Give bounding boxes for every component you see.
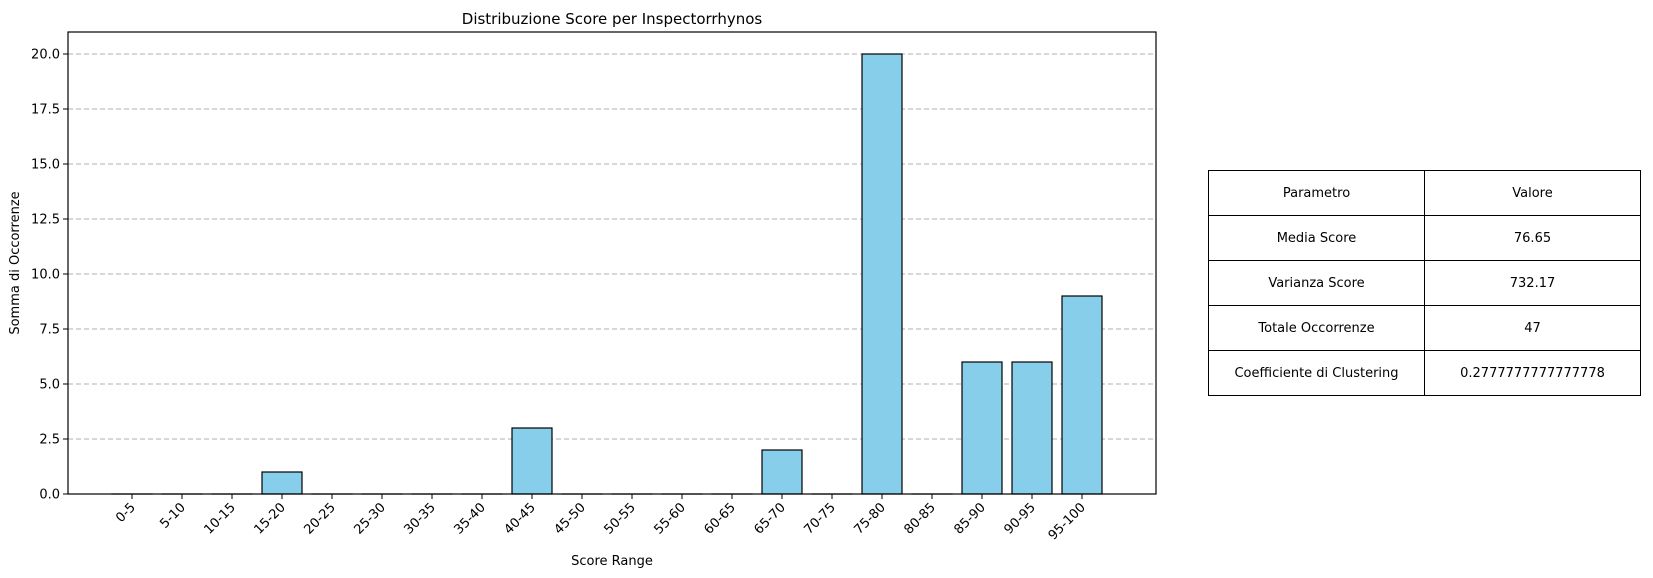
chart-title: Distribuzione Score per Inspectorrhynos xyxy=(462,10,763,28)
x-tick-label: 40-45 xyxy=(502,500,539,537)
table-cell: 732.17 xyxy=(1424,260,1641,306)
x-tick-label: 25-30 xyxy=(352,500,389,537)
y-tick-label: 0.0 xyxy=(39,488,60,503)
x-tick-label: 20-25 xyxy=(302,500,339,537)
x-tick-label: 0-5 xyxy=(113,500,139,526)
x-axis-ticks: 0-5 5-10 10-15 15-20 20-25 25-30 30-35 35-40 40-… xyxy=(113,494,1089,543)
x-tick-label: 35-40 xyxy=(452,500,489,537)
x-tick-label: 45-50 xyxy=(552,500,589,537)
x-tick-label: 65-70 xyxy=(752,500,789,537)
table-cell: 76.65 xyxy=(1424,215,1641,261)
table-cell: Coefficiente di Clustering xyxy=(1208,350,1425,396)
x-tick-label: 90-95 xyxy=(1002,500,1039,537)
x-tick-label: 80-85 xyxy=(902,500,939,537)
x-tick-label: 85-90 xyxy=(952,500,989,537)
x-tick-label: 60-65 xyxy=(702,500,739,537)
bars xyxy=(111,53,1103,495)
table-cell: 47 xyxy=(1424,305,1641,351)
bar-90-95 xyxy=(1011,361,1053,495)
y-tick-label: 15.0 xyxy=(31,158,60,173)
bar-85-90 xyxy=(961,361,1003,495)
x-tick-label: 55-60 xyxy=(652,500,689,537)
x-tick-label: 70-75 xyxy=(802,500,839,537)
x-tick-label: 5-10 xyxy=(157,500,188,531)
bar-75-80 xyxy=(861,53,903,495)
table-cell: Totale Occorrenze xyxy=(1208,305,1425,351)
x-tick-label: 30-35 xyxy=(402,500,439,537)
bar-chart: Distribuzione Score per Inspectorrhynos … xyxy=(8,10,1157,569)
table-cell: Media Score xyxy=(1208,215,1425,261)
table-cell: 0.2777777777777778 xyxy=(1424,350,1641,396)
y-tick-label: 2.5 xyxy=(39,433,60,448)
table-row: Totale Occorrenze 47 xyxy=(1208,305,1641,351)
x-tick-label: 95-100 xyxy=(1046,500,1089,543)
bar-65-70 xyxy=(761,449,803,495)
y-tick-label: 12.5 xyxy=(31,213,60,228)
y-axis-label: Somma di Occorrenze xyxy=(8,191,23,334)
bar-95-100 xyxy=(1061,295,1103,495)
table-row: Media Score 76.65 xyxy=(1208,215,1641,261)
y-tick-label: 5.0 xyxy=(39,378,60,393)
table-header-cell: Parametro xyxy=(1208,170,1425,216)
x-tick-label: 50-55 xyxy=(602,500,639,537)
y-tick-label: 17.5 xyxy=(31,103,60,118)
y-axis-ticks: 0.0 2.5 5.0 7.5 10.0 12.5 15.0 17.5 20.0 xyxy=(31,48,68,503)
stats-table: Parametro Valore Media Score 76.65 Varia… xyxy=(1208,170,1641,396)
y-tick-label: 10.0 xyxy=(31,268,60,283)
bar-15-20 xyxy=(261,471,303,495)
bar-40-45 xyxy=(511,427,553,495)
x-tick-label: 10-15 xyxy=(202,500,239,537)
x-tick-label: 15-20 xyxy=(252,500,289,537)
table-header-row: Parametro Valore xyxy=(1208,170,1641,216)
x-tick-label: 75-80 xyxy=(852,500,889,537)
table-cell: Varianza Score xyxy=(1208,260,1425,306)
y-tick-label: 7.5 xyxy=(39,323,60,338)
plot-frame xyxy=(67,31,1157,495)
y-tick-label: 20.0 xyxy=(31,48,60,63)
table-row: Coefficiente di Clustering 0.27777777777… xyxy=(1208,350,1641,396)
table-header-cell: Valore xyxy=(1424,170,1641,216)
x-axis-label: Score Range xyxy=(571,554,653,569)
table-row: Varianza Score 732.17 xyxy=(1208,260,1641,306)
